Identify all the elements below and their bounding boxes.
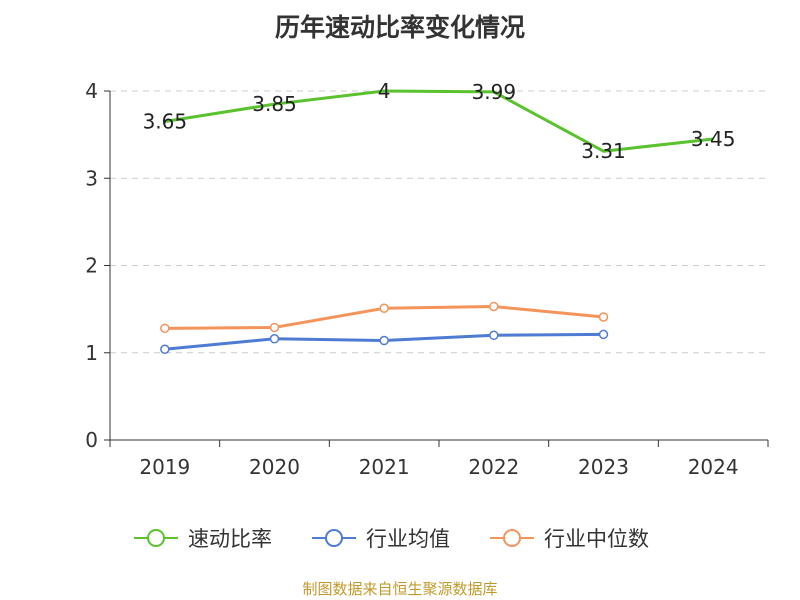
legend-item-industry-median[interactable]: 行业中位数 [488,520,649,556]
chart-title: 历年速动比率变化情况 [274,13,525,42]
data-point [269,322,280,333]
x-tick-label: 2021 [359,455,410,479]
legend-label: 行业中位数 [544,527,649,551]
data-point [160,323,170,334]
legend-line-marker-icon [490,529,534,547]
data-point [489,301,499,312]
x-tick-label: 2023 [578,455,629,479]
x-tick-label: 2022 [468,455,519,479]
data-label: 3.85 [252,92,297,116]
y-tick-label: 1 [85,341,98,365]
data-label: 4 [378,79,391,103]
data-label: 3.65 [143,110,188,134]
x-tick-label: 2024 [688,455,739,479]
y-tick-label: 3 [85,166,98,190]
data-point [379,335,389,346]
legend-item-quick-ratio[interactable]: 速动比率 [132,520,272,556]
data-label: 3.99 [472,80,517,104]
y-tick-label: 4 [85,79,98,103]
legend-label: 行业均值 [366,527,450,551]
data-point [598,312,609,322]
y-tick-label: 2 [85,254,98,278]
data-point [379,303,389,314]
legend-line-marker-icon [312,529,356,547]
legend-item-industry-mean[interactable]: 行业均值 [310,520,450,556]
legend: 速动比率 行业均值 行业中位数 [0,520,800,556]
series-line [164,89,714,153]
data-point [489,330,499,341]
data-point [598,329,609,340]
x-tick-label: 2020 [249,455,300,479]
legend-label: 速动比率 [188,527,272,551]
data-label: 3.45 [691,127,736,151]
y-tick-label: 0 [85,428,98,452]
data-point [160,344,170,355]
data-label: 3.31 [581,139,626,163]
data-point [269,334,280,344]
source-footer: 制图数据来自恒生聚源数据库 [302,580,498,598]
legend-line-marker-icon [134,529,178,547]
x-tick-label: 2019 [139,455,190,479]
